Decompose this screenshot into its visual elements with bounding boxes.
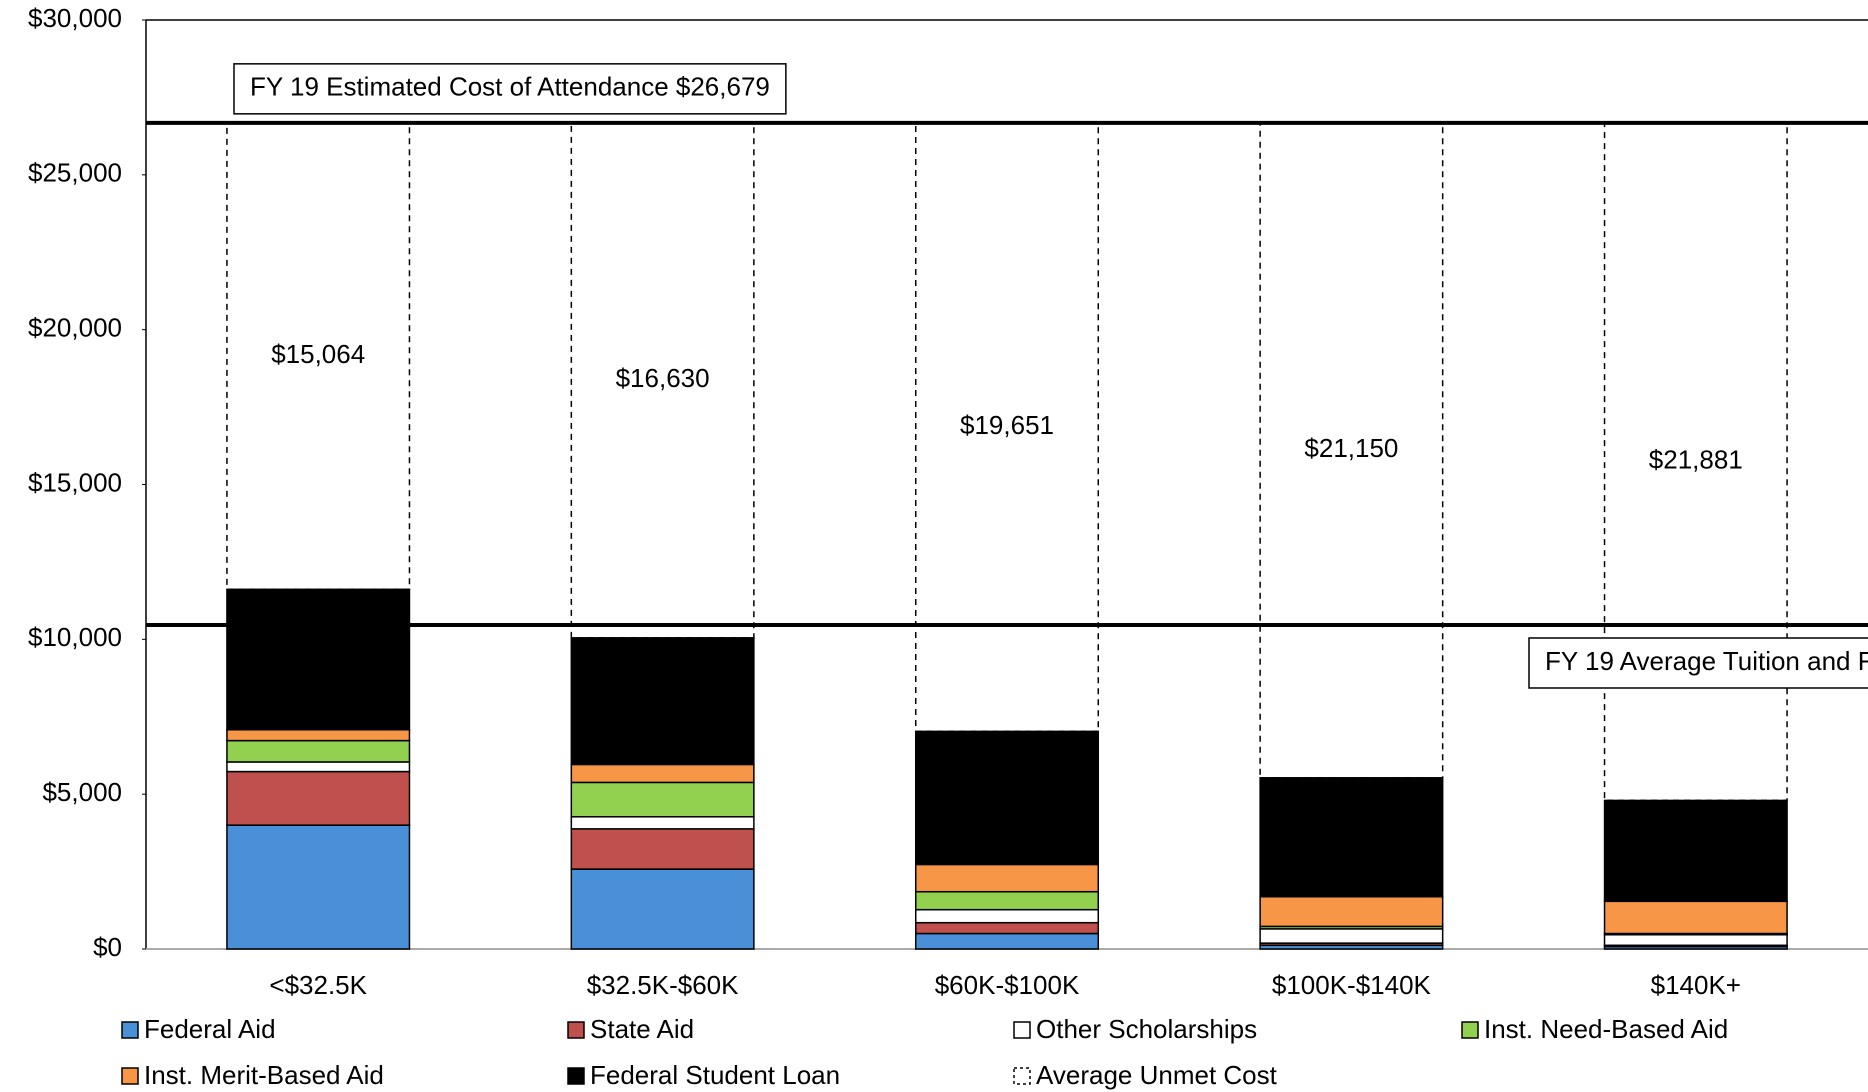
bar-segment [1603, 900, 1788, 935]
bar-segment [226, 770, 411, 826]
y-tick-label: $5,000 [42, 777, 122, 807]
bar-segment [226, 739, 411, 763]
bar-segment [914, 921, 1100, 935]
bar-segment [570, 781, 755, 818]
bar-segment [1259, 777, 1444, 898]
bar-segment [1603, 934, 1788, 947]
reference-label: FY 19 Average Tuition and Fees $10,463 [1545, 646, 1868, 676]
y-tick-label: $15,000 [28, 467, 122, 497]
bar-segment [570, 816, 755, 830]
legend-swatch [1461, 1021, 1479, 1039]
x-tick-label: <$32.5K [269, 970, 367, 1000]
legend-label: Other Scholarships [1036, 1014, 1257, 1044]
legend-label: Average Unmet Cost [1036, 1060, 1278, 1090]
legend-swatch [1013, 1067, 1031, 1085]
bar-segment [1259, 895, 1444, 928]
bar-segment [914, 730, 1100, 866]
data-label: $21,150 [1304, 433, 1398, 463]
bar-segment [914, 932, 1100, 950]
bar-segment [570, 637, 755, 766]
bar-segment [226, 824, 411, 950]
reference-label-box [233, 63, 787, 115]
bar-segment [570, 868, 755, 950]
bar-segment [226, 729, 411, 742]
bar-segment [914, 890, 1100, 911]
y-tick-label: $30,000 [28, 3, 122, 33]
bar-segment [226, 761, 411, 773]
legend-label: Federal Aid [144, 1014, 276, 1044]
bar-segment [1603, 799, 1788, 903]
y-tick-label: $20,000 [28, 313, 122, 343]
data-label: $21,881 [1649, 445, 1743, 475]
legend-label: Inst. Need-Based Aid [1484, 1014, 1728, 1044]
data-label: $16,630 [616, 363, 710, 393]
reference-label-box [1528, 637, 1868, 689]
legend-label: Inst. Merit-Based Aid [144, 1060, 384, 1090]
reference-label: FY 19 Estimated Cost of Attendance $26,6… [250, 72, 770, 102]
bar-segment [914, 908, 1100, 924]
bar-segment [1259, 928, 1444, 944]
data-label: $15,064 [271, 339, 365, 369]
x-tick-label: $100K-$140K [1272, 970, 1432, 1000]
legend-swatch [567, 1067, 585, 1085]
y-tick-label: $25,000 [28, 158, 122, 188]
y-tick-label: $0 [93, 932, 122, 962]
bar-segment [570, 763, 755, 784]
data-label: $19,651 [960, 410, 1054, 440]
x-tick-label: $32.5K-$60K [587, 970, 739, 1000]
legend-swatch [567, 1021, 585, 1039]
bar-segment [226, 588, 411, 731]
x-tick-label: $60K-$100K [935, 970, 1080, 1000]
y-tick-label: $10,000 [28, 622, 122, 652]
bar-segment [914, 863, 1100, 893]
bar-segment [570, 828, 755, 870]
legend-swatch [121, 1067, 139, 1085]
legend-label: Federal Student Loan [590, 1060, 840, 1090]
legend-swatch [121, 1021, 139, 1039]
legend-label: State Aid [590, 1014, 694, 1044]
x-tick-label: $140K+ [1651, 970, 1741, 1000]
legend-swatch [1013, 1021, 1031, 1039]
